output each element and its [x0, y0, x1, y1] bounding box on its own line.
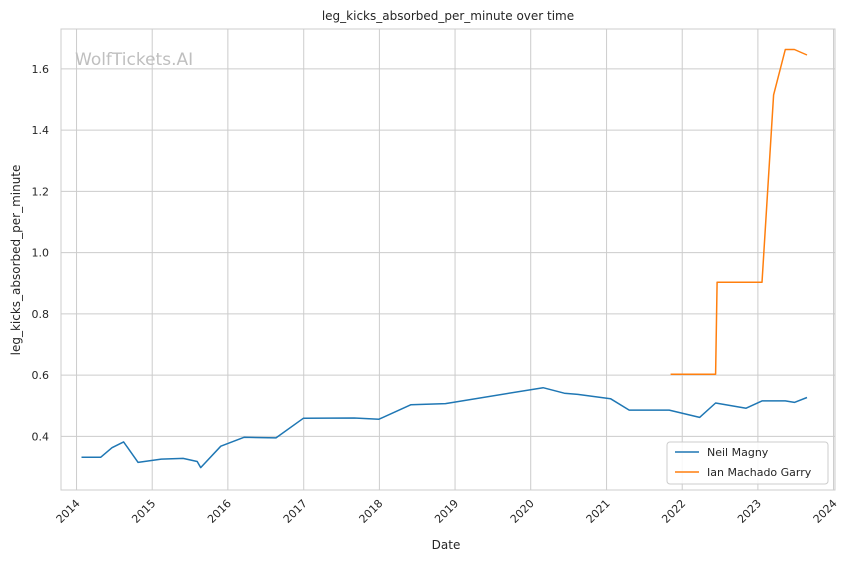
- legend-label-ian-machado-garry: Ian Machado Garry: [707, 466, 812, 479]
- legend-label-neil-magny: Neil Magny: [707, 446, 769, 459]
- series-line-ian-machado-garry: [670, 48, 808, 375]
- chart-title: leg_kicks_absorbed_per_minute over time: [322, 9, 574, 23]
- y-tick-label: 1.4: [32, 124, 50, 137]
- y-axis-ticks: 0.4 0.6 0.8 1.0 1.2 1.4 1.6: [32, 63, 50, 444]
- legend: Neil Magny Ian Machado Garry: [666, 441, 829, 485]
- y-tick-label: 0.6: [32, 369, 50, 382]
- watermark: WolfTickets.AI: [75, 50, 193, 70]
- y-axis-label: leg_kicks_absorbed_per_minute: [9, 165, 23, 356]
- y-tick-label: 1.6: [32, 63, 50, 76]
- x-axis-label: Date: [432, 538, 461, 552]
- plot-area: [60, 28, 836, 491]
- y-tick-label: 1.0: [32, 247, 50, 260]
- gridlines: [61, 29, 835, 490]
- series-lines: [81, 48, 808, 469]
- y-tick-label: 1.2: [32, 185, 50, 198]
- y-tick-label: 0.4: [32, 430, 50, 443]
- legend-box: [666, 441, 829, 485]
- series-line-neil-magny: [81, 386, 808, 469]
- y-tick-label: 0.8: [32, 308, 50, 321]
